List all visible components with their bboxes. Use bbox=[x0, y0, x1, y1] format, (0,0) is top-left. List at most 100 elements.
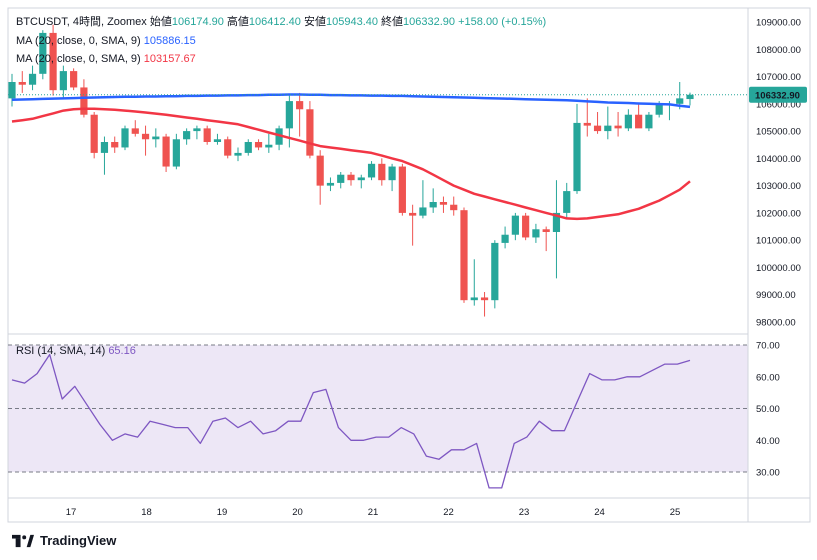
price-tick-label: 103000.00 bbox=[756, 181, 801, 192]
candle bbox=[162, 133, 170, 172]
candle-body bbox=[367, 163, 376, 178]
candle-body bbox=[296, 101, 304, 110]
candle-body bbox=[470, 297, 478, 301]
candle bbox=[244, 139, 252, 156]
candle-body bbox=[213, 139, 222, 142]
price-tick-label: 109000.00 bbox=[756, 18, 801, 29]
candle bbox=[111, 136, 119, 153]
candle-body bbox=[604, 125, 612, 132]
candle bbox=[193, 125, 201, 140]
legend-ohlc-part: 106174.90 bbox=[172, 16, 227, 28]
candle-body bbox=[90, 114, 98, 153]
candle-body bbox=[80, 87, 88, 115]
candle bbox=[614, 112, 622, 137]
candle-body bbox=[398, 166, 406, 213]
candle bbox=[49, 24, 57, 96]
candle bbox=[254, 139, 263, 151]
rsi-tick-label: 30.00 bbox=[756, 468, 780, 479]
legend-rsi: RSI (14, SMA, 14) 65.16 bbox=[16, 345, 136, 357]
price-tick-label: 105000.00 bbox=[756, 127, 801, 138]
legend-ma-red: MA (20, close, 0, SMA, 9) 103157.67 bbox=[16, 53, 196, 65]
candle-body bbox=[450, 204, 458, 211]
candle bbox=[224, 136, 232, 159]
candle bbox=[511, 212, 519, 241]
price-tick-label: 99000.00 bbox=[756, 290, 796, 301]
legend-ma-red-part: MA (20, close, 0, SMA, 9) bbox=[16, 53, 144, 65]
candle bbox=[265, 133, 273, 153]
candle bbox=[439, 196, 448, 213]
candle bbox=[59, 65, 67, 99]
candle bbox=[450, 196, 458, 216]
tradingview-brand[interactable]: TradingView bbox=[12, 533, 116, 548]
candle-body bbox=[501, 234, 509, 243]
candle-body bbox=[357, 177, 365, 181]
candle bbox=[141, 125, 150, 156]
price-tick-label: 100000.00 bbox=[756, 263, 801, 274]
candle bbox=[172, 133, 180, 170]
ma-blue-line bbox=[11, 93, 691, 109]
candle bbox=[460, 207, 468, 303]
candle bbox=[604, 106, 612, 140]
time-tick-label: 19 bbox=[217, 507, 228, 518]
candle bbox=[152, 128, 160, 148]
candle-body bbox=[593, 125, 602, 132]
ma-red-line bbox=[11, 107, 691, 221]
candle-body bbox=[70, 71, 78, 88]
candle bbox=[70, 68, 78, 91]
price-tag bbox=[749, 86, 807, 103]
legend-ohlc-part: 高値 bbox=[227, 14, 249, 28]
candle-body bbox=[378, 163, 386, 181]
rsi-tick-label: 60.00 bbox=[756, 372, 780, 383]
time-tick-label: 21 bbox=[368, 507, 379, 518]
legend-ohlc-part: 106412.40 bbox=[249, 16, 304, 28]
candle bbox=[645, 112, 653, 132]
rsi-line bbox=[11, 353, 691, 489]
price-tag-label: 106332.90 bbox=[755, 91, 800, 102]
price-tick-label: 108000.00 bbox=[756, 45, 801, 56]
candle-body bbox=[254, 142, 263, 148]
time-tick-label: 24 bbox=[594, 507, 605, 518]
candle bbox=[28, 65, 37, 91]
candle-body bbox=[522, 215, 530, 238]
rsi-tick-label: 50.00 bbox=[756, 404, 780, 415]
candle-body bbox=[152, 136, 160, 140]
candle bbox=[337, 172, 345, 189]
legend-ohlc-part: 始値 bbox=[150, 14, 172, 28]
tradingview-logo-icon bbox=[12, 534, 34, 547]
legend-rsi-part: RSI (14, SMA, 14) bbox=[16, 345, 108, 357]
candle-body bbox=[326, 182, 335, 186]
time-tick-label: 17 bbox=[66, 507, 77, 518]
candle bbox=[501, 226, 509, 249]
candle bbox=[121, 125, 129, 151]
candle-body bbox=[542, 229, 550, 232]
candle bbox=[234, 147, 242, 162]
price-tick-label: 101000.00 bbox=[756, 236, 801, 247]
candle-body bbox=[8, 82, 16, 99]
rsi-tick-label: 70.00 bbox=[756, 341, 780, 352]
legend-ohlc-part: BTCUSDT, 4時間, Zoomex bbox=[16, 15, 150, 28]
candle-body bbox=[624, 114, 632, 129]
candle bbox=[347, 172, 355, 186]
candle bbox=[8, 73, 16, 107]
legend-ohlc-part: 安値 bbox=[304, 14, 326, 28]
candle-body bbox=[573, 122, 581, 192]
candle-body bbox=[275, 128, 283, 145]
candle bbox=[357, 174, 365, 189]
time-tick-label: 18 bbox=[141, 507, 152, 518]
candle-body bbox=[409, 212, 417, 216]
candle-body bbox=[491, 242, 499, 301]
candle-body bbox=[429, 202, 437, 208]
candle-body bbox=[686, 94, 694, 100]
candle bbox=[419, 180, 427, 219]
time-tick-label: 23 bbox=[519, 507, 530, 518]
candle-body bbox=[111, 142, 119, 148]
candle-body bbox=[141, 133, 150, 140]
candle-body bbox=[100, 142, 109, 153]
time-tick-label: 22 bbox=[443, 507, 454, 518]
candle-body bbox=[224, 139, 232, 156]
candle bbox=[624, 109, 632, 132]
candle bbox=[563, 182, 571, 219]
candle bbox=[573, 103, 581, 194]
candle bbox=[378, 158, 386, 186]
